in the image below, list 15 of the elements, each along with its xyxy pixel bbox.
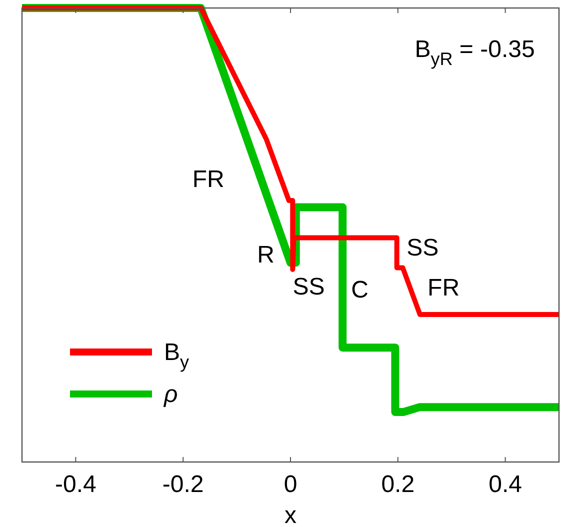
annotation: R	[257, 241, 274, 268]
x-tick-label: -0.4	[55, 471, 96, 498]
annotation: FR	[192, 166, 224, 193]
x-tick-label: 0.2	[381, 471, 415, 498]
annotation: FR	[428, 274, 460, 302]
x-tick-label: -0.2	[162, 471, 204, 498]
x-axis-title: x	[284, 502, 296, 527]
annotation: B$_{yR}$ = -0.35	[414, 35, 535, 69]
annotation: SS	[406, 234, 439, 262]
x-tick-label: 0	[284, 471, 298, 498]
legend-label: ρ	[163, 380, 178, 408]
legend-label: B$_{y}$	[164, 338, 190, 372]
annotation: C	[351, 276, 368, 303]
x-tick-label: 0.4	[488, 471, 522, 498]
annotation: SS	[292, 272, 325, 300]
